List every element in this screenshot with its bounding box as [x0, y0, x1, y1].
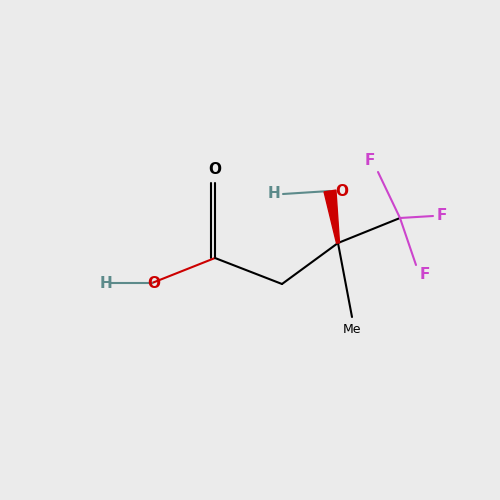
Text: O: O	[208, 162, 222, 177]
Text: O: O	[335, 184, 348, 198]
Text: F: F	[364, 153, 375, 168]
Polygon shape	[324, 190, 340, 243]
Text: O: O	[148, 276, 160, 290]
Text: H: H	[267, 186, 280, 202]
Text: F: F	[437, 208, 448, 224]
Text: H: H	[99, 276, 112, 290]
Text: Me: Me	[343, 323, 361, 336]
Text: F: F	[420, 267, 430, 282]
